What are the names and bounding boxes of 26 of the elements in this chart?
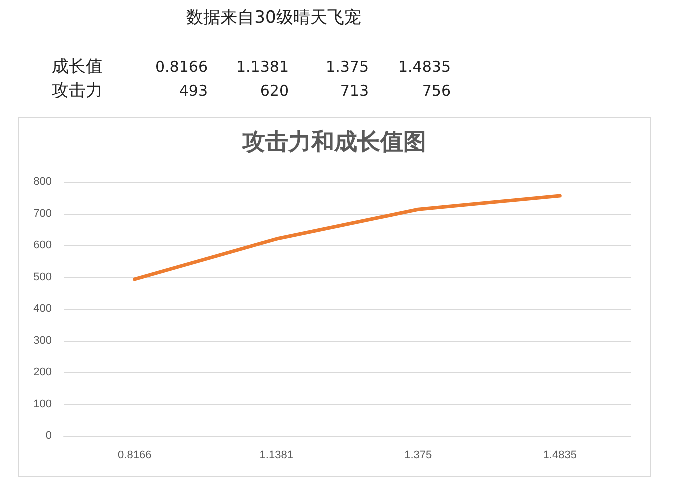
y-tick-label: 300 — [34, 334, 52, 347]
category-label: 0.8166 — [156, 58, 208, 76]
text: 620 — [259, 81, 289, 101]
category-label: 1.375 — [326, 58, 369, 76]
text: 数据来自30级晴天飞宠 — [186, 8, 362, 28]
category-label: 1.4835 — [398, 58, 451, 76]
y-tick-label: 400 — [34, 303, 52, 315]
text: 493 — [178, 81, 208, 101]
text: 713 — [339, 81, 369, 101]
y-tick-label: 800 — [34, 176, 52, 188]
y-tick-label: 600 — [34, 240, 52, 252]
y-tick-label: 0 — [46, 430, 52, 442]
y-tick-label: 700 — [34, 208, 52, 220]
text: 攻击力 — [52, 81, 103, 101]
y-tick-label: 200 — [34, 366, 52, 378]
x-tick-label: 1.4835 — [543, 450, 577, 462]
x-tick-label: 0.8166 — [118, 450, 152, 462]
chart-title: 攻击力和成长值图 — [242, 130, 426, 156]
category-label: 1.1381 — [236, 58, 289, 76]
x-tick-label: 1.1381 — [260, 450, 294, 462]
line-series — [133, 194, 562, 282]
y-tick-label: 500 — [34, 271, 52, 284]
text: 756 — [421, 81, 451, 101]
x-tick-label: 1.375 — [404, 450, 432, 462]
y-tick-label: 100 — [34, 398, 52, 410]
text: 成长值 — [52, 57, 103, 77]
